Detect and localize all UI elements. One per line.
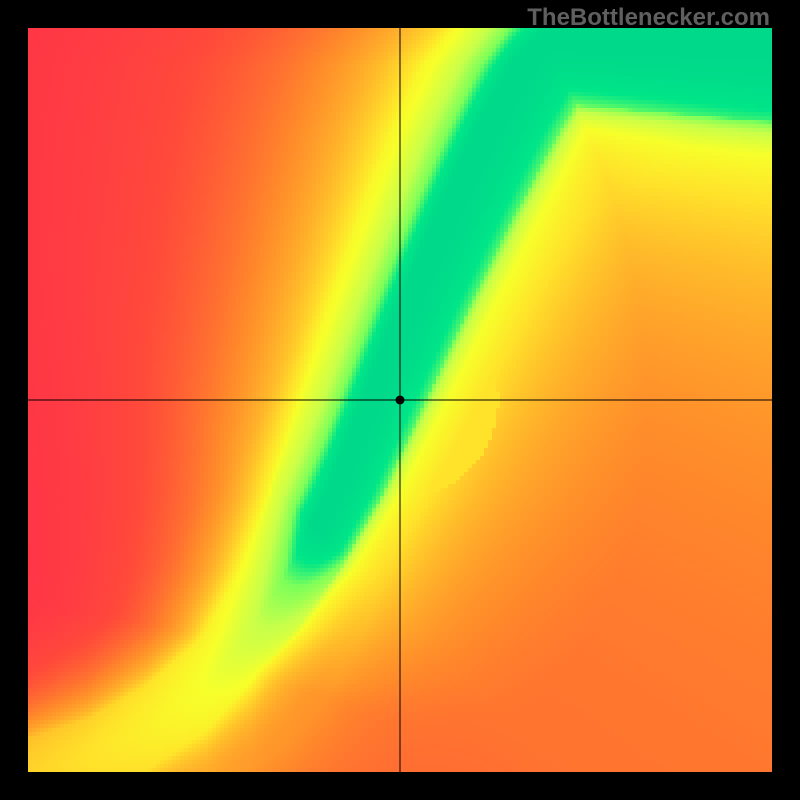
bottleneck-heatmap	[28, 28, 772, 772]
watermark-text: TheBottlenecker.com	[527, 4, 770, 32]
chart-container: TheBottlenecker.com	[0, 0, 800, 800]
